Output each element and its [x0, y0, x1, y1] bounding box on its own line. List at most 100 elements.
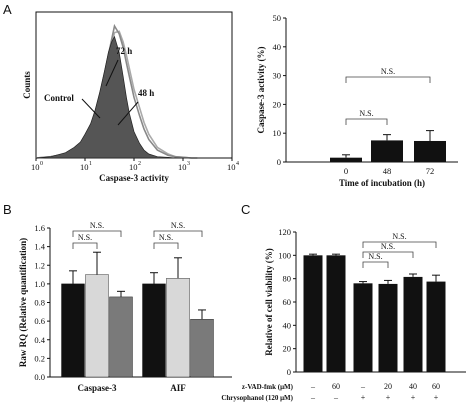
significance-label: N.S.	[159, 233, 173, 242]
annotation-72h: 72 h	[116, 46, 132, 56]
condition-row-label: Chrysophanol (120 μM)	[221, 394, 293, 402]
significance-bracket	[345, 76, 431, 83]
significance-label: N.S.	[359, 109, 373, 118]
histogram-series-control	[35, 35, 198, 159]
arrow-48h	[117, 101, 139, 126]
y-tick-label: 120	[278, 227, 291, 237]
y-axis-label: Caspase-3 activity (%)	[256, 47, 266, 134]
condition-row-value: –	[310, 382, 316, 391]
y-tick-label: 0.4	[34, 335, 45, 345]
significance-label: N.S.	[392, 232, 406, 241]
condition-row-value: –	[360, 382, 366, 391]
y-tick-label: 10	[273, 128, 282, 138]
y-tick-label: 1.0	[34, 279, 45, 289]
bar	[142, 283, 166, 378]
bar	[426, 281, 446, 372]
histogram-x-tick-exponent: 2	[138, 161, 141, 167]
panel-b-bar-chart: 0.0 0.2 0.4 0.6 0.8 1.0 1.2 1.4 1.6 Caspase-3 N.S.…	[18, 221, 232, 393]
condition-row-value: 20	[384, 382, 392, 391]
histogram-x-tick-exponent: 3	[187, 161, 190, 167]
y-tick-label: 50	[273, 13, 282, 23]
panel-a-bar-chart: 0 10 20 30 40 50 0 48 72 N.S. N.S. Time of incubati…	[256, 13, 458, 188]
condition-row-value: 60	[332, 382, 340, 391]
bar	[303, 255, 323, 372]
x-tick-label: 0	[344, 166, 348, 176]
y-tick-label: 0	[277, 157, 281, 167]
panel-label-c: C	[241, 202, 250, 217]
y-tick-label: 1.6	[34, 223, 45, 233]
bar	[326, 255, 346, 372]
x-axis-label: Time of incubation (h)	[339, 178, 425, 188]
x-tick-label: 72	[426, 166, 435, 176]
condition-row-label: z-VAD-fmk (μM)	[242, 383, 294, 391]
y-tick-label: 100	[278, 250, 291, 260]
arrow-72h	[105, 59, 119, 87]
bar	[109, 296, 133, 378]
bar	[378, 283, 398, 372]
annotation-48h: 48 h	[138, 88, 154, 98]
y-tick-label: 80	[283, 274, 292, 284]
significance-bracket	[153, 230, 203, 237]
arrow-control	[81, 98, 101, 119]
bar	[61, 283, 85, 378]
y-axis-label: Raw RQ (Relative quantification)	[18, 238, 28, 367]
y-tick-label: 30	[273, 71, 282, 81]
y-tick-label: 0.8	[34, 298, 45, 308]
histogram-x-tick-exponent: 1	[89, 161, 92, 167]
condition-row-value: +	[386, 393, 391, 402]
annotation-control: Control	[44, 93, 74, 103]
y-tick-label: 0.6	[34, 316, 45, 326]
bar	[371, 140, 403, 162]
condition-row-value: –	[310, 393, 316, 402]
significance-bracket	[345, 118, 388, 125]
y-tick-label: 20	[273, 99, 282, 109]
significance-bracket	[72, 230, 122, 237]
x-tick-label: AIF	[170, 383, 186, 393]
histogram-x-tick-label: 10	[31, 162, 40, 172]
histogram-x-tick-label: 10	[129, 162, 138, 172]
histogram-y-axis-label: Counts	[22, 71, 32, 99]
significance-bracket	[362, 261, 389, 268]
significance-bracket	[153, 242, 179, 249]
y-tick-label: 0.0	[34, 372, 45, 382]
significance-label: N.S.	[78, 233, 92, 242]
significance-bracket	[362, 241, 437, 248]
y-tick-label: 20	[283, 344, 292, 354]
significance-bracket	[362, 251, 414, 258]
bar	[414, 140, 446, 162]
histogram-x-tick-exponent: 0	[40, 161, 43, 167]
condition-row-value: +	[434, 393, 439, 402]
y-axis-label: Relative of cell viability (%)	[264, 248, 274, 355]
histogram-x-tick-exponent: 4	[236, 161, 239, 167]
histogram-x-tick-label: 10	[227, 162, 236, 172]
y-tick-label: 0.2	[34, 353, 45, 363]
panel-label-b: B	[3, 202, 12, 217]
significance-label: N.S.	[90, 221, 104, 230]
x-tick-label: Caspase-3	[77, 383, 117, 393]
bar	[353, 283, 373, 372]
panel-label-a: A	[3, 2, 12, 17]
significance-bracket	[72, 242, 98, 249]
y-tick-label: 1.4	[34, 242, 45, 252]
condition-row-value: 40	[409, 382, 417, 391]
y-tick-label: 60	[283, 297, 292, 307]
bar	[403, 276, 423, 372]
condition-row-value: –	[333, 393, 339, 402]
histogram-x-tick-label: 10	[80, 162, 89, 172]
significance-label: N.S.	[381, 242, 395, 251]
condition-row-value: +	[411, 393, 416, 402]
histogram-x-tick-label: 10	[178, 162, 187, 172]
condition-row-value: 60	[432, 382, 440, 391]
bar	[330, 157, 362, 162]
histogram-x-axis-label: Caspase-3 activity	[99, 173, 169, 183]
significance-label: N.S.	[381, 67, 395, 76]
y-tick-label: 40	[273, 42, 282, 52]
bar	[166, 278, 190, 378]
bar	[190, 319, 214, 378]
significance-label: N.S.	[171, 221, 185, 230]
y-tick-label: 40	[283, 320, 292, 330]
significance-label: N.S.	[368, 252, 382, 261]
